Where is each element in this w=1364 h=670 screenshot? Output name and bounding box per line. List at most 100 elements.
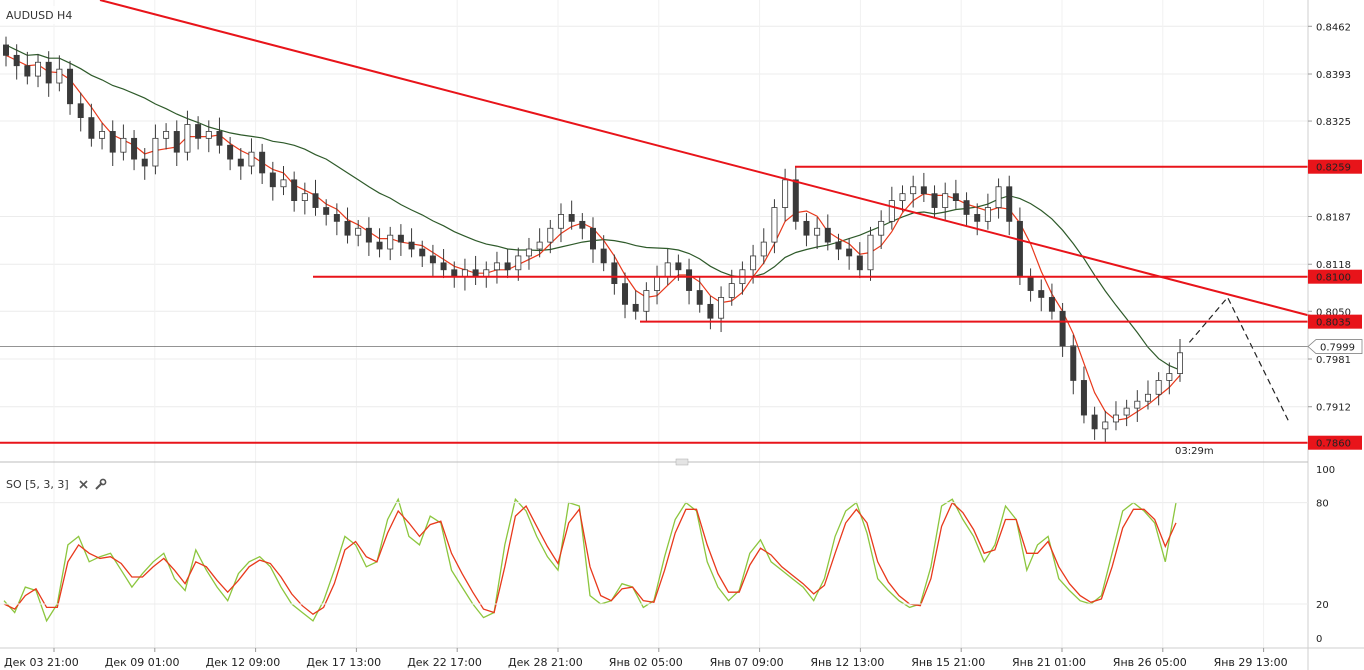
candle-body <box>195 124 202 139</box>
candle-body <box>248 151 255 167</box>
price-tick-label: 0.8325 <box>1316 117 1351 128</box>
candle-body <box>632 303 639 312</box>
candles <box>3 36 1184 443</box>
candle-body <box>1144 393 1151 402</box>
wrench-icon[interactable] <box>95 478 107 490</box>
candle-body <box>280 179 287 188</box>
time-tick-label: Дек 28 21:00 <box>508 656 583 669</box>
candle-body <box>750 255 757 271</box>
candle-body <box>579 220 586 229</box>
time-tick-label: Янв 29 13:00 <box>1214 656 1288 669</box>
close-icon[interactable] <box>79 480 88 489</box>
projection-path <box>1188 296 1290 423</box>
candle-body <box>472 269 479 278</box>
price-scale[interactable]: 0.8462 0.8393 0.8325 0.8187 0.8118 0.8050 0.79… <box>1308 22 1351 414</box>
candle-body <box>835 241 842 250</box>
candle-body <box>1177 352 1184 374</box>
level-label-bg <box>1308 269 1362 284</box>
projection-line[interactable] <box>1188 296 1290 423</box>
candle-body <box>1070 345 1077 381</box>
candle-body <box>1048 297 1055 312</box>
candle-body <box>1134 400 1141 409</box>
candle-body <box>205 131 212 139</box>
stoch-d-line <box>3 501 1177 615</box>
candle-body <box>557 214 564 229</box>
candle-body <box>259 151 266 174</box>
time-axis[interactable]: Дек 03 21:00 Дек 09 01:00 Дек 12 09:00 Дек … <box>4 648 1288 669</box>
candle-body <box>942 193 949 208</box>
candle-body <box>440 262 447 271</box>
candle-body <box>355 227 362 236</box>
candle-body <box>109 131 116 153</box>
candle-body <box>291 179 298 202</box>
candle-body <box>664 262 671 278</box>
candle-body <box>376 241 383 250</box>
candle-body <box>333 214 340 222</box>
time-tick-label: Дек 17 13:00 <box>306 656 381 669</box>
level-label: 0.7860 <box>1316 439 1351 450</box>
candle-body <box>141 158 148 167</box>
candle-body <box>24 65 31 77</box>
stoch-tick-label: 20 <box>1316 600 1329 611</box>
candle-body <box>622 283 629 305</box>
price-tick-label: 0.8118 <box>1316 260 1351 271</box>
candle-body <box>387 234 394 250</box>
candle-body <box>312 193 319 208</box>
current-price-label: 0.7999 <box>1307 339 1363 354</box>
candle-body <box>718 297 725 319</box>
stochastic-pane[interactable] <box>3 497 1177 623</box>
candle-body <box>1038 290 1045 298</box>
candle-body <box>419 248 426 257</box>
candle-body <box>1112 414 1119 423</box>
pane-resize-handle[interactable] <box>675 458 689 466</box>
candle-body <box>1059 310 1066 347</box>
candle-body <box>99 131 106 139</box>
candle-body <box>707 303 714 319</box>
candle-body <box>67 68 74 105</box>
candle-body <box>1166 373 1173 381</box>
candle-body <box>814 227 821 236</box>
candle-body <box>792 179 799 222</box>
time-tick-label: Янв 07 09:00 <box>710 656 784 669</box>
candle-body <box>760 241 767 257</box>
candle-body <box>493 262 500 271</box>
candle-body <box>163 131 170 139</box>
candle-body <box>536 241 543 250</box>
candle-body <box>269 172 276 188</box>
candle-body <box>216 131 223 146</box>
level-label: 0.8259 <box>1316 163 1351 174</box>
candle-body <box>301 193 308 202</box>
candle-body <box>397 234 404 243</box>
candle-body <box>365 227 372 243</box>
horizontal-levels[interactable] <box>0 165 1308 444</box>
time-tick-label: Янв 12 13:00 <box>810 656 884 669</box>
symbol-label: AUDUSD H4 <box>6 9 72 22</box>
candle-body <box>856 255 863 271</box>
candle-body <box>974 214 981 222</box>
candle-body <box>568 214 575 222</box>
stoch-k-line <box>3 497 1177 623</box>
candle-body <box>728 283 735 298</box>
indicator-label: SO [5, 3, 3] <box>6 478 69 491</box>
price-pane[interactable] <box>0 0 1312 444</box>
candle-body <box>931 193 938 208</box>
indicator-scale[interactable]: 100 80 20 0 <box>0 465 1335 645</box>
candle-body <box>910 186 917 195</box>
candle-body <box>451 269 458 278</box>
candle-body <box>686 269 693 291</box>
candle-body <box>483 269 490 278</box>
candle-body <box>846 248 853 257</box>
candle-body <box>173 131 180 153</box>
candle-body <box>56 68 63 84</box>
candle-body <box>963 200 970 215</box>
candle-body <box>1006 186 1013 222</box>
candle-body <box>429 255 436 264</box>
candle-body <box>1123 407 1130 416</box>
candle-body <box>867 234 874 271</box>
grid <box>0 0 1308 648</box>
candle-body <box>675 262 682 271</box>
trendline[interactable] <box>99 0 1312 318</box>
candle-body <box>888 200 895 222</box>
time-tick-label: Янв 26 05:00 <box>1113 656 1187 669</box>
